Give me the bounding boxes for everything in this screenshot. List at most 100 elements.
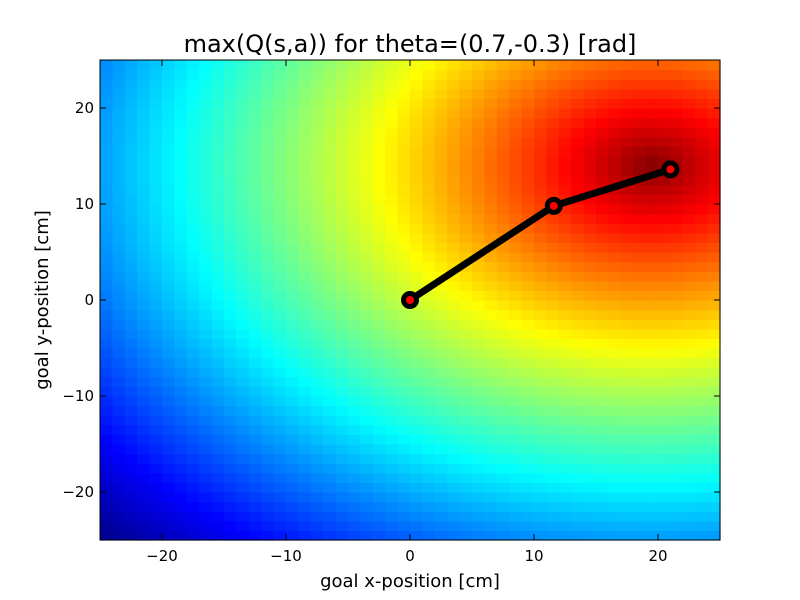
heatmap-cell [695, 396, 709, 407]
heatmap-cell [124, 367, 138, 378]
heatmap-cell [385, 530, 399, 541]
heatmap-cell [100, 492, 113, 503]
heatmap-cell [162, 444, 175, 455]
heatmap-cell [558, 252, 572, 263]
heatmap-cell [261, 136, 275, 147]
heatmap-cell [310, 165, 324, 176]
heatmap-cell [174, 309, 188, 320]
heatmap-cell [372, 511, 386, 522]
heatmap-cell [633, 242, 647, 253]
heatmap-cell [100, 520, 113, 531]
heatmap-cell [534, 482, 547, 493]
heatmap-cell [658, 232, 671, 243]
heatmap-cell [199, 328, 213, 339]
heatmap-cell [546, 117, 560, 128]
heatmap-cell [310, 376, 324, 387]
heatmap-cell [695, 444, 709, 455]
heatmap-cell [162, 309, 175, 320]
heatmap-cell [707, 79, 721, 90]
heatmap-cell [695, 357, 709, 368]
heatmap-cell [360, 280, 374, 291]
heatmap-cell [645, 232, 659, 243]
heatmap-cell [459, 492, 473, 503]
heatmap-cell [521, 396, 535, 407]
heatmap-cell [211, 300, 225, 311]
heatmap-cell [496, 511, 510, 522]
heatmap-cell [534, 463, 547, 474]
heatmap-cell [137, 165, 151, 176]
heatmap-cell [682, 194, 696, 205]
heatmap-cell [447, 424, 461, 435]
heatmap-cell [658, 261, 671, 272]
heatmap-cell [608, 338, 622, 349]
heatmap-cell [348, 424, 361, 435]
heatmap-cell [298, 405, 312, 416]
heatmap-cell [224, 271, 237, 282]
heatmap-cell [410, 434, 423, 445]
heatmap-cell [472, 223, 485, 234]
heatmap-cell [583, 271, 597, 282]
heatmap-cell [596, 463, 609, 474]
heatmap-cell [434, 415, 448, 426]
heatmap-cell [162, 453, 175, 464]
heatmap-cell [323, 223, 337, 234]
heatmap-cell [546, 60, 560, 71]
heatmap-cell [670, 530, 684, 541]
heatmap-cell [286, 175, 299, 186]
heatmap-cell [236, 463, 250, 474]
heatmap-cell [298, 261, 312, 272]
heatmap-cell [596, 348, 609, 359]
heatmap-cell [422, 271, 436, 282]
heatmap-cell [149, 453, 163, 464]
heatmap-cell [658, 136, 671, 147]
heatmap-cell [261, 271, 275, 282]
heatmap-cell [323, 204, 337, 215]
heatmap-cell [360, 386, 374, 397]
heatmap-cell [360, 127, 374, 138]
heatmap-cell [484, 444, 498, 455]
heatmap-cell [186, 415, 200, 426]
heatmap-cell [459, 453, 473, 464]
heatmap-cell [447, 453, 461, 464]
heatmap-cell [112, 511, 126, 522]
heatmap-cell [273, 184, 287, 195]
heatmap-cell [372, 136, 386, 147]
heatmap-cell [100, 69, 113, 80]
heatmap-cell [124, 223, 138, 234]
heatmap-cell [695, 348, 709, 359]
heatmap-cell [410, 146, 423, 157]
heatmap-cell [236, 348, 250, 359]
heatmap-cell [670, 98, 684, 109]
heatmap-cell [298, 434, 312, 445]
heatmap-cell [174, 472, 188, 483]
heatmap-cell [273, 136, 287, 147]
heatmap-cell [658, 396, 671, 407]
heatmap-cell [335, 309, 349, 320]
heatmap-cell [645, 386, 659, 397]
heatmap-cell [137, 117, 151, 128]
heatmap-cell [162, 463, 175, 474]
heatmap-cell [633, 300, 647, 311]
heatmap-cell [484, 415, 498, 426]
heatmap-cell [658, 472, 671, 483]
heatmap-cell [372, 386, 386, 397]
heatmap-cell [583, 520, 597, 531]
heatmap-cell [509, 280, 523, 291]
heatmap-cell [534, 223, 547, 234]
heatmap-cell [645, 271, 659, 282]
heatmap-cell [385, 348, 399, 359]
heatmap-cell [124, 127, 138, 138]
heatmap-cell [459, 69, 473, 80]
heatmap-cell [596, 69, 609, 80]
heatmap-cell [670, 309, 684, 320]
heatmap-cell [162, 300, 175, 311]
heatmap-cell [248, 328, 262, 339]
heatmap-cell [298, 60, 312, 71]
heatmap-cell [459, 146, 473, 157]
heatmap-cell [323, 444, 337, 455]
heatmap-cell [484, 386, 498, 397]
heatmap-cell [149, 117, 163, 128]
heatmap-cell [162, 117, 175, 128]
heatmap-cell [286, 328, 299, 339]
heatmap-cell [199, 165, 213, 176]
